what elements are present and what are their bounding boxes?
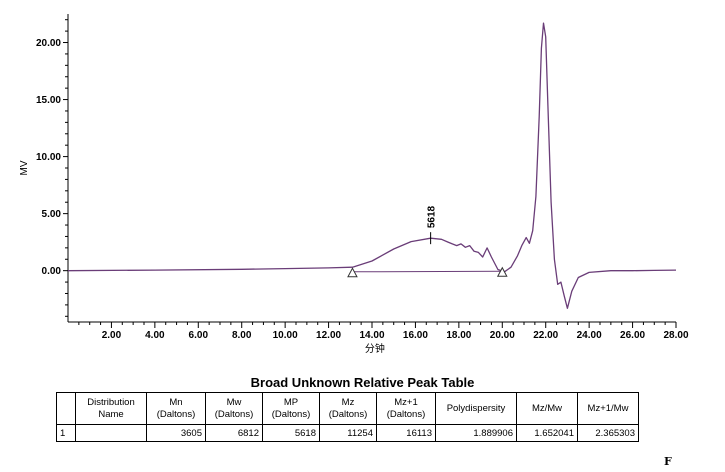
peak-table-header-cell — [56, 392, 76, 425]
baseline-marker — [496, 266, 508, 277]
chromatogram-trace — [67, 22, 677, 309]
table-cell: 11254 — [319, 424, 377, 442]
chart-plot-area: 5618 — [67, 22, 677, 309]
table-cell: 3605 — [146, 424, 206, 442]
peak-table-header-cell: MP (Daltons) — [262, 392, 320, 425]
peak-table-title: Broad Unknown Relative Peak Table — [250, 375, 475, 390]
table-cell: 16113 — [376, 424, 436, 442]
y-tick-label: 0.00 — [42, 266, 62, 277]
chart-ticks: 2.00 4.00 6.00 8.00 10.00 12.00 14.00 16.00 18.0… — [36, 19, 689, 341]
header-line: (Daltons) — [156, 408, 196, 420]
integration-baseline — [352, 270, 503, 273]
header-line: Mz+1/Mw — [587, 402, 629, 414]
x-tick-label: 12.00 — [316, 330, 341, 341]
peak-table-header-cell: Distribution Name — [75, 392, 147, 425]
chromatogram-chart: MV 分钟 2.00 4.00 6.00 8.00 10.00 12.00 14.00 16.0… — [19, 14, 689, 355]
x-tick-label: 28.00 — [663, 330, 688, 341]
peak-table-header-cell: Mn (Daltons) — [146, 392, 206, 425]
header-line: Name — [98, 408, 124, 420]
table-cell: 1.652041 — [516, 424, 578, 442]
chart-axes: MV 分钟 — [19, 14, 676, 355]
row-index-cell: 1 — [56, 424, 76, 442]
header-line: MP — [283, 396, 299, 408]
header-line: (Daltons) — [328, 408, 368, 420]
x-tick-label: 4.00 — [145, 330, 165, 341]
table-row: 1 3605 6812 5618 11254 16113 1.889906 1.652041 2… — [56, 424, 639, 442]
header-line: Mw — [226, 396, 242, 408]
peak-table-header-row: Distribution Name Mn (Daltons) Mw (Daltons) MP… — [56, 392, 639, 425]
x-tick-label: 14.00 — [359, 330, 384, 341]
x-tick-label: 2.00 — [102, 330, 122, 341]
x-tick-label: 22.00 — [533, 330, 558, 341]
x-tick-label: 10.00 — [273, 330, 298, 341]
x-tick-label: 20.00 — [490, 330, 515, 341]
y-tick-label: 5.00 — [42, 209, 62, 220]
header-line: Mz/Mw — [531, 402, 563, 414]
peak-table: Distribution Name Mn (Daltons) Mw (Daltons) MP… — [56, 392, 639, 442]
peak-table-header-cell: Mz/Mw — [516, 392, 578, 425]
header-line: Distribution — [87, 396, 135, 408]
table-cell: 1.889906 — [435, 424, 517, 442]
peak-table-header-cell: Mz+1/Mw — [577, 392, 639, 425]
header-line: (Daltons) — [386, 408, 426, 420]
baseline-marker — [347, 267, 358, 278]
header-line: Mz+1 — [394, 396, 418, 408]
x-tick-label: 6.00 — [189, 330, 209, 341]
header-line: (Daltons) — [214, 408, 254, 420]
table-cell: 5618 — [262, 424, 320, 442]
y-tick-label: 15.00 — [36, 95, 61, 106]
table-cell — [75, 424, 147, 442]
peak-table-body: 1 3605 6812 5618 11254 16113 1.889906 1.652041 2… — [56, 424, 639, 442]
header-line: (Daltons) — [271, 408, 311, 420]
x-tick-label: 18.00 — [446, 330, 471, 341]
x-tick-label: 16.00 — [403, 330, 428, 341]
table-cell: 2.365303 — [577, 424, 639, 442]
header-line: Mz — [341, 396, 355, 408]
corner-mark: F — [664, 455, 672, 468]
header-line: Polydispersity — [446, 402, 506, 414]
y-tick-label: 10.00 — [36, 152, 61, 163]
x-tick-label: 26.00 — [620, 330, 645, 341]
header-line: Mn — [169, 396, 183, 408]
peak-table-header-cell: Polydispersity — [435, 392, 517, 425]
x-tick-label: 8.00 — [232, 330, 252, 341]
peak-table-header-cell: Mz (Daltons) — [319, 392, 377, 425]
y-axis-label: MV — [19, 160, 30, 175]
peak-table-header-cell: Mw (Daltons) — [205, 392, 263, 425]
peak-table-header-cell: Mz+1 (Daltons) — [376, 392, 436, 425]
table-cell: 6812 — [205, 424, 263, 442]
x-tick-label: 24.00 — [577, 330, 602, 341]
x-axis-label: 分钟 — [365, 342, 385, 355]
y-tick-label: 20.00 — [36, 38, 61, 49]
peak-label: 5618 — [427, 205, 438, 228]
